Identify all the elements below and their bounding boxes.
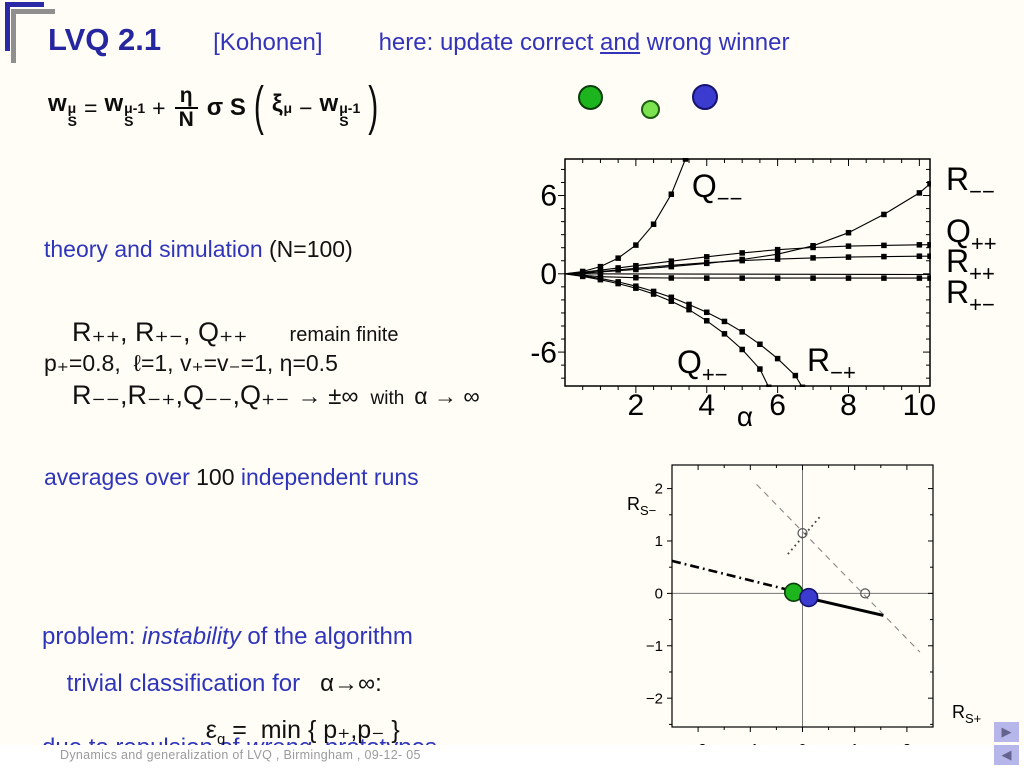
series-Q++ — [564, 244, 931, 275]
svg-text:1: 1 — [655, 533, 663, 550]
corner-bracket-gray-vertical — [11, 9, 16, 63]
svg-text:α: α — [737, 401, 753, 432]
remain-finite-note: remain finite — [289, 324, 399, 346]
series-R++ — [564, 255, 930, 275]
series-R+- — [564, 273, 930, 279]
svg-text:6: 6 — [540, 180, 557, 213]
simulation-parameters-text: theory and simulation (N=100) p₊=0.8, ℓ=… — [44, 154, 419, 572]
footer-text: Dynamics and generalization of LVQ , Bir… — [60, 748, 421, 762]
finite-order-parameters: R₊₊, R₊₋, Q₊₊ remain finite — [72, 317, 399, 347]
trivial-classification-line: trivial classification for α→∞: — [66, 670, 382, 697]
parameters-line: p₊=0.8, ℓ=1, v₊=v₋=1, η=0.5 — [44, 350, 338, 376]
open-paren: ( — [253, 77, 264, 137]
footer-bar — [0, 745, 1024, 768]
svg-text:R++: R++ — [946, 243, 995, 286]
page-title: LVQ 2.1 — [48, 22, 162, 57]
svg-text:6: 6 — [769, 389, 786, 422]
diverge-arrow: → ±∞ — [297, 383, 359, 410]
problem-line-1: problem: instability of the algorithm — [42, 623, 413, 650]
series-Q+- — [564, 273, 770, 387]
green-prototype-dot — [578, 85, 603, 110]
svg-text:−2: −2 — [646, 690, 663, 707]
svg-text:R−+: R−+ — [807, 342, 856, 385]
theory-simulation-line: theory and simulation (N=100) — [44, 236, 353, 262]
prev-slide-icon: ◀ — [1001, 747, 1012, 762]
diverging-order-parameters: R₋₋,R₋₊,Q₋₋,Q₊₋ → ±∞ with α → ∞ — [72, 380, 480, 410]
underlined-and: and — [600, 29, 641, 56]
svg-text:R+−: R+− — [946, 274, 995, 317]
next-slide-button[interactable]: ▶ — [994, 722, 1019, 742]
svg-text:2: 2 — [655, 481, 663, 498]
title-reference: [Kohonen] — [213, 29, 323, 56]
order-parameters-chart: 2 4 6 8 10 -6 0 6 Q−− Q+− R−+ R−− Q++R++R+− α — [530, 158, 997, 432]
close-paren: ) — [368, 77, 379, 137]
averages-line: averages over 100 independent runs — [44, 464, 419, 490]
svg-text:R−−: R−− — [946, 161, 995, 204]
series-Q-- — [564, 158, 687, 275]
prev-slide-button[interactable]: ◀ — [994, 745, 1019, 765]
svg-text:−1: −1 — [646, 638, 663, 655]
svg-text:Q++: Q++ — [946, 213, 997, 256]
next-slide-icon: ▶ — [1001, 724, 1012, 739]
sigma-s-term: σ S — [206, 94, 246, 121]
corner-bracket-blue — [5, 2, 44, 7]
series-dotted-segment — [787, 515, 822, 555]
series-solid-trajectory — [809, 597, 884, 617]
svg-text:RS−: RS− — [627, 494, 656, 518]
blue-prototype-dot — [692, 84, 718, 110]
series-dashdot-trajectory — [671, 559, 787, 591]
title-row: LVQ 2.1 [Kohonen] here: update correct a… — [48, 22, 790, 58]
series-flat-line-at-zero — [564, 273, 931, 276]
svg-text:Q−−: Q−− — [692, 168, 743, 211]
plus-sign: + — [152, 94, 166, 121]
formula-term-w-prev2: w μ-1 S — [319, 90, 361, 129]
series-decision-boundary-dashed — [756, 484, 921, 653]
alpha-limit: α → ∞ — [414, 383, 480, 409]
generalization-error-formula: εg = min { p₊,p₋ } — [205, 716, 400, 748]
corner-bracket-gray — [11, 9, 55, 14]
svg-text:0: 0 — [540, 258, 557, 291]
svg-text:RS+: RS+ — [952, 702, 981, 726]
equals-sign: = — [84, 94, 98, 121]
svg-text:4: 4 — [698, 389, 715, 422]
blue-prototype — [799, 587, 819, 608]
light-green-prototype-dot — [641, 100, 660, 119]
svg-text:Q+−: Q+− — [677, 344, 728, 387]
svg-text:10: 10 — [903, 389, 936, 422]
minus-sign: − — [299, 94, 313, 121]
corner-bracket-blue-vertical — [5, 2, 10, 51]
svg-text:0: 0 — [655, 585, 663, 602]
title-note: here: update correct and wrong winner — [378, 29, 790, 56]
svg-text:2: 2 — [628, 389, 645, 422]
svg-text:8: 8 — [840, 389, 857, 422]
formula-term-w-prev: w μ-1 S — [104, 90, 146, 129]
svg-text:-6: -6 — [530, 336, 557, 369]
